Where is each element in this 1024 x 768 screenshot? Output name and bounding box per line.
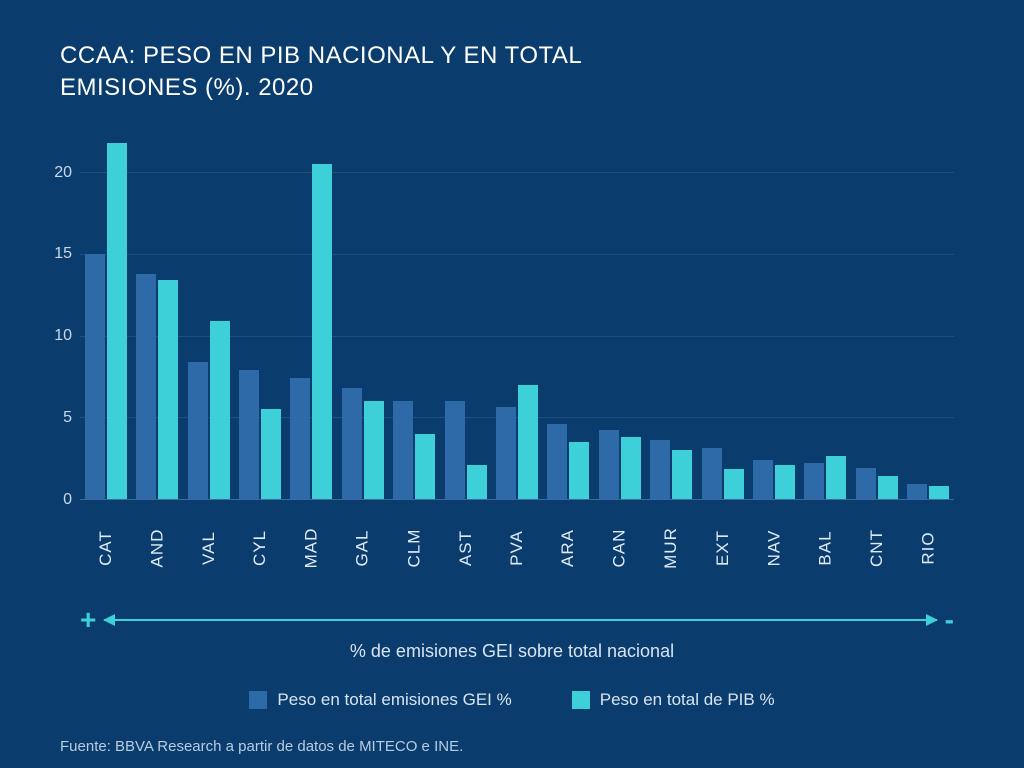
y-tick: 15	[54, 245, 72, 263]
bar	[753, 460, 773, 499]
bar	[290, 378, 310, 499]
bar	[518, 385, 538, 499]
bar	[599, 430, 619, 499]
bar	[210, 321, 230, 499]
bar	[547, 424, 567, 499]
y-tick: 5	[63, 409, 72, 427]
plot-area	[80, 140, 954, 500]
title-line-2: EMISIONES (%). 2020	[60, 74, 314, 101]
x-label: GAL	[337, 500, 388, 540]
bar-group	[645, 140, 696, 499]
bar	[702, 448, 722, 499]
bar	[342, 388, 362, 499]
x-label: CYL	[234, 500, 285, 540]
legend-swatch-emisiones	[249, 691, 267, 709]
bar-group	[800, 140, 851, 499]
y-tick: 20	[54, 164, 72, 182]
x-label: CNT	[851, 500, 902, 540]
arrow-line	[104, 619, 936, 621]
x-label: CLM	[388, 500, 439, 540]
x-label: NAV	[748, 500, 799, 540]
bar	[415, 434, 435, 499]
bar	[85, 254, 105, 499]
bar-group	[234, 140, 285, 499]
bar-group	[80, 140, 131, 499]
bar-group	[337, 140, 388, 499]
bar	[445, 401, 465, 499]
bar	[724, 469, 744, 498]
bar-group	[851, 140, 902, 499]
x-label: PVA	[491, 500, 542, 540]
chart-area: 05101520 CATANDVALCYLMADGALCLMASTPVAARAC…	[80, 140, 954, 540]
bar-group	[594, 140, 645, 499]
bar-group	[491, 140, 542, 499]
bar	[775, 465, 795, 499]
axis-caption: % de emisiones GEI sobre total nacional	[60, 641, 964, 662]
legend-label-pib: Peso en total de PIB %	[600, 690, 775, 710]
title-line-1: CCAA: PESO EN PIB NACIONAL Y EN TOTAL	[60, 42, 582, 69]
bar	[393, 401, 413, 499]
x-label: VAL	[183, 500, 234, 540]
bar	[907, 484, 927, 499]
bar-group	[748, 140, 799, 499]
minus-sign: -	[945, 604, 954, 636]
bar	[188, 362, 208, 499]
x-label: AST	[440, 500, 491, 540]
y-tick: 0	[63, 491, 72, 509]
bar-group	[131, 140, 182, 499]
bar	[672, 450, 692, 499]
bar	[136, 274, 156, 499]
x-label: MUR	[645, 500, 696, 540]
bar	[621, 437, 641, 499]
bar	[239, 370, 259, 499]
bar	[929, 486, 949, 499]
bar	[158, 280, 178, 499]
bar	[261, 409, 281, 499]
bar	[467, 465, 487, 499]
bar	[312, 164, 332, 499]
bar	[107, 143, 127, 499]
bar	[496, 407, 516, 498]
bar	[856, 468, 876, 499]
bar	[364, 401, 384, 499]
bar-group	[697, 140, 748, 499]
axis-arrow: + -	[80, 605, 954, 635]
y-tick: 10	[54, 327, 72, 345]
plus-sign: +	[80, 604, 96, 636]
legend-label-emisiones: Peso en total emisiones GEI %	[277, 690, 511, 710]
x-label: ARA	[543, 500, 594, 540]
bar-group	[903, 140, 954, 499]
bar	[826, 456, 846, 498]
chart-title: CCAA: PESO EN PIB NACIONAL Y EN TOTAL EM…	[60, 40, 964, 105]
x-label: CAN	[594, 500, 645, 540]
bar	[569, 442, 589, 499]
bar	[804, 463, 824, 499]
bar	[650, 440, 670, 499]
bar-group	[543, 140, 594, 499]
bar	[878, 476, 898, 499]
x-label: BAL	[800, 500, 851, 540]
legend-item-emisiones: Peso en total emisiones GEI %	[249, 690, 511, 710]
y-axis: 05101520	[45, 140, 80, 500]
legend-item-pib: Peso en total de PIB %	[572, 690, 775, 710]
x-label: CAT	[80, 500, 131, 540]
source-text: Fuente: BBVA Research a partir de datos …	[60, 738, 964, 755]
x-label: EXT	[697, 500, 748, 540]
x-axis-labels: CATANDVALCYLMADGALCLMASTPVAARACANMUREXTN…	[80, 500, 954, 540]
bar-group	[183, 140, 234, 499]
bar-group	[286, 140, 337, 499]
legend: Peso en total emisiones GEI % Peso en to…	[60, 690, 964, 710]
x-label: AND	[131, 500, 182, 540]
legend-swatch-pib	[572, 691, 590, 709]
x-label: MAD	[286, 500, 337, 540]
bar-group	[440, 140, 491, 499]
bar-group	[388, 140, 439, 499]
x-label: RIO	[903, 500, 954, 540]
